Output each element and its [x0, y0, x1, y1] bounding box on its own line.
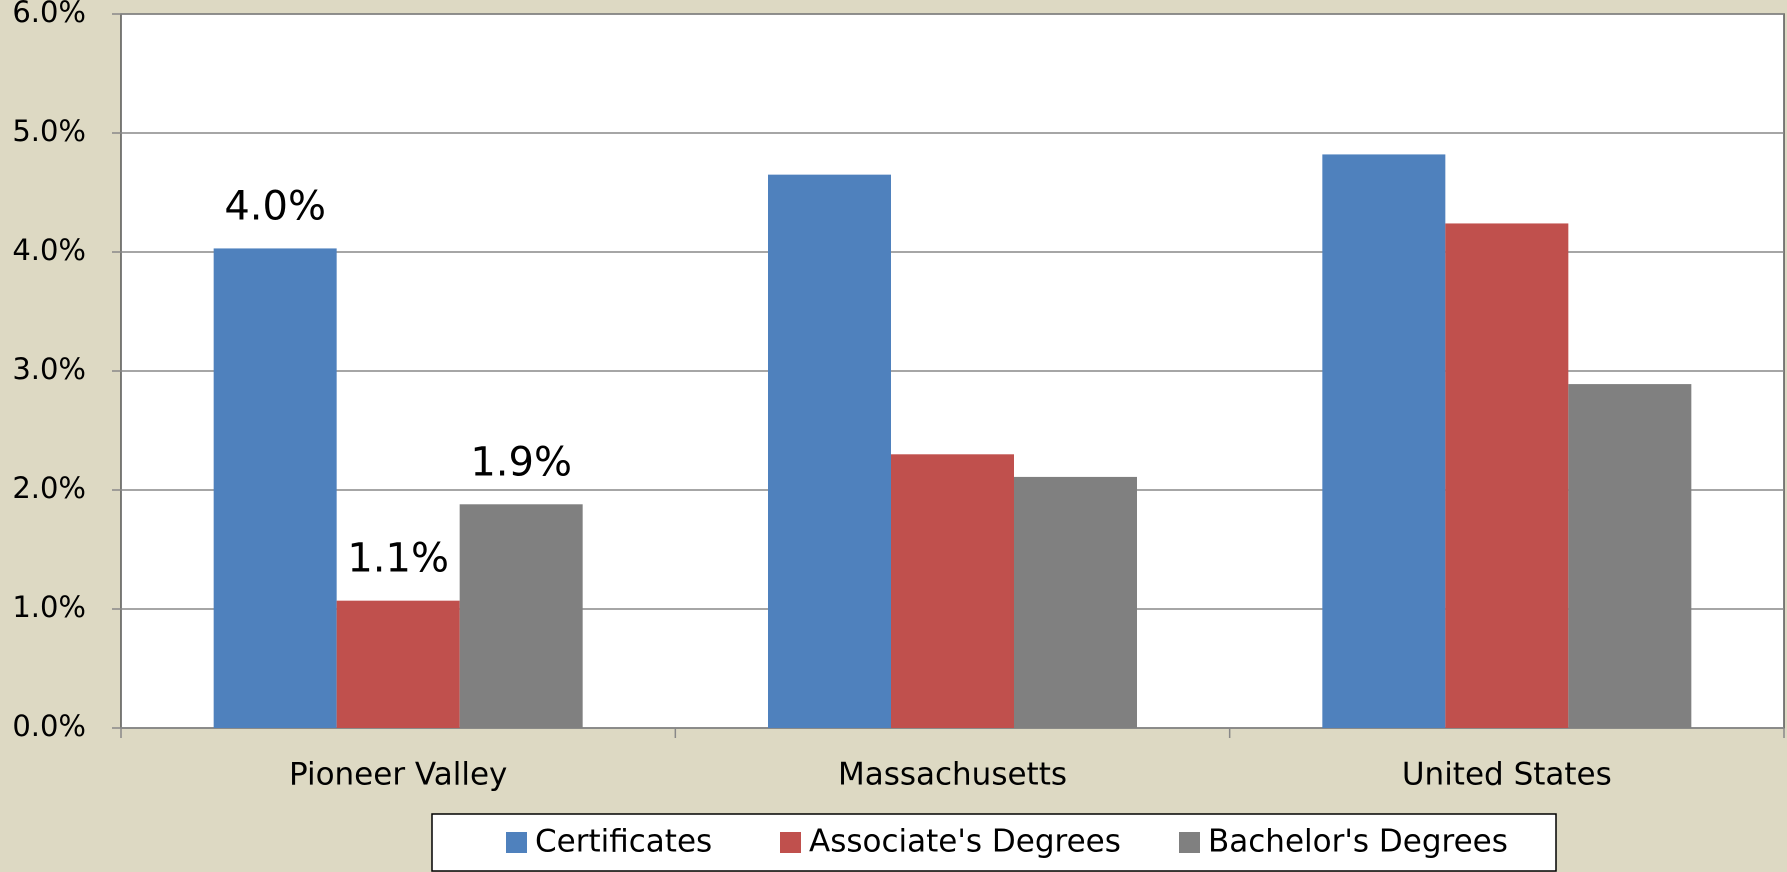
y-tick-label: 5.0% [12, 114, 86, 148]
bar [213, 248, 337, 728]
x-tick-label: Massachusetts [838, 757, 1067, 793]
bar [1445, 223, 1569, 728]
data-label: 1.1% [347, 536, 449, 582]
legend-label: Bachelor's Degrees [1208, 824, 1508, 860]
bar [891, 454, 1014, 728]
y-tick-label: 6.0% [12, 0, 86, 29]
y-tick-label: 3.0% [12, 352, 86, 386]
bar [1568, 384, 1692, 728]
data-label: 1.9% [470, 439, 572, 485]
bar [1322, 154, 1446, 729]
bar [336, 600, 460, 728]
x-tick-label: Pioneer Valley [289, 757, 507, 793]
y-tick-label: 4.0% [12, 233, 86, 267]
legend-label: Certificates [535, 824, 712, 860]
bar [768, 174, 891, 728]
bar [1014, 476, 1137, 728]
x-tick-label: United States [1402, 757, 1612, 793]
y-tick-label: 2.0% [12, 471, 86, 505]
legend-swatch [506, 832, 527, 853]
y-tick-label: 0.0% [12, 709, 86, 743]
y-tick-label: 1.0% [12, 590, 86, 624]
data-label: 4.0% [224, 183, 326, 229]
legend-label: Associate's Degrees [809, 824, 1121, 860]
legend-swatch [1179, 832, 1200, 853]
bar [459, 504, 583, 728]
legend-swatch [780, 832, 801, 853]
legend [431, 813, 1557, 872]
